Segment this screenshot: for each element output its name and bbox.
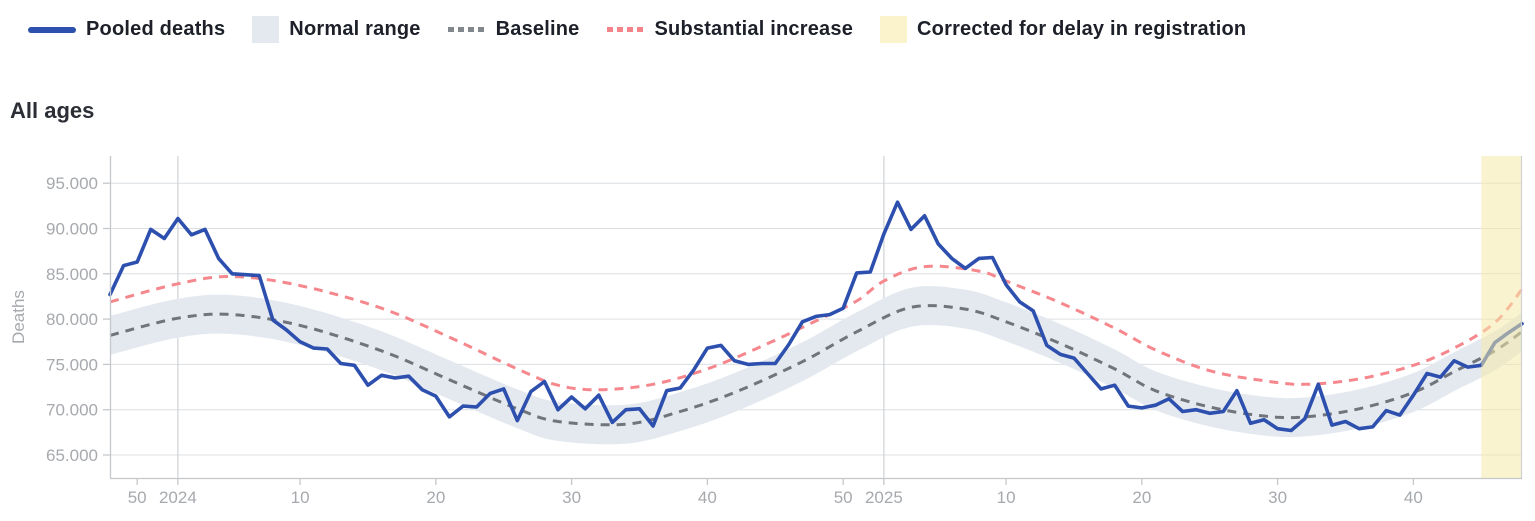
legend-label: Corrected for delay in registration (917, 18, 1247, 40)
page-title: All ages (10, 98, 95, 123)
y-tick-label: 85.000 (46, 265, 98, 284)
pooled-deaths-line (108, 200, 1524, 433)
line-swatch-icon (28, 26, 76, 33)
x-tick-label: 2024 (159, 488, 197, 507)
x-tick-label: 40 (1404, 488, 1423, 507)
x-tick-label: 30 (562, 488, 581, 507)
y-tick-label: 65.000 (46, 446, 98, 465)
legend-item-pooled-deaths[interactable]: Pooled deaths (28, 18, 225, 41)
legend-item-baseline[interactable]: Baseline (447, 18, 580, 41)
legend-label: Pooled deaths (86, 18, 226, 40)
x-tick-label: 20 (426, 488, 445, 507)
corrected-region (1481, 156, 1522, 478)
x-tick-label: 10 (997, 488, 1016, 507)
dotted-line-swatch-icon (447, 27, 486, 32)
x-tick-label: 50 (128, 488, 147, 507)
x-tick-label: 2025 (865, 488, 903, 507)
y-tick-label: 90.000 (46, 220, 98, 239)
substantial-increase-curve (109, 264, 1524, 392)
x-tick-label: 40 (698, 488, 717, 507)
legend-label: Normal range (289, 18, 421, 40)
x-tick-label: 20 (1132, 488, 1151, 507)
y-tick-label: 95.000 (46, 174, 98, 193)
legend-item-substantial-increase[interactable]: Substantial increase (606, 18, 854, 41)
dotted-line-swatch-icon (606, 27, 645, 32)
x-tick-label: 30 (1268, 488, 1287, 507)
x-tick-label: 50 (834, 488, 853, 507)
baseline-curve (109, 304, 1523, 427)
normal-range-band (110, 286, 1522, 445)
legend-item-normal-range[interactable]: Normal range (252, 16, 420, 43)
y-tick-label: 80.000 (46, 310, 98, 329)
band-swatch-icon (252, 16, 280, 43)
legend-label: Baseline (495, 18, 580, 40)
x-tick-label: 10 (291, 488, 310, 507)
legend-label: Substantial increase (654, 18, 854, 40)
y-tick-label: 75.000 (46, 355, 98, 374)
y-axis-title: Deaths (9, 290, 28, 344)
y-tick-label: 70.000 (46, 401, 98, 420)
chart-legend: Pooled deaths Normal range Baseline Subs… (28, 16, 1246, 43)
legend-item-corrected-delay[interactable]: Corrected for delay in registration (880, 16, 1246, 43)
corrected-swatch-icon (880, 16, 908, 43)
